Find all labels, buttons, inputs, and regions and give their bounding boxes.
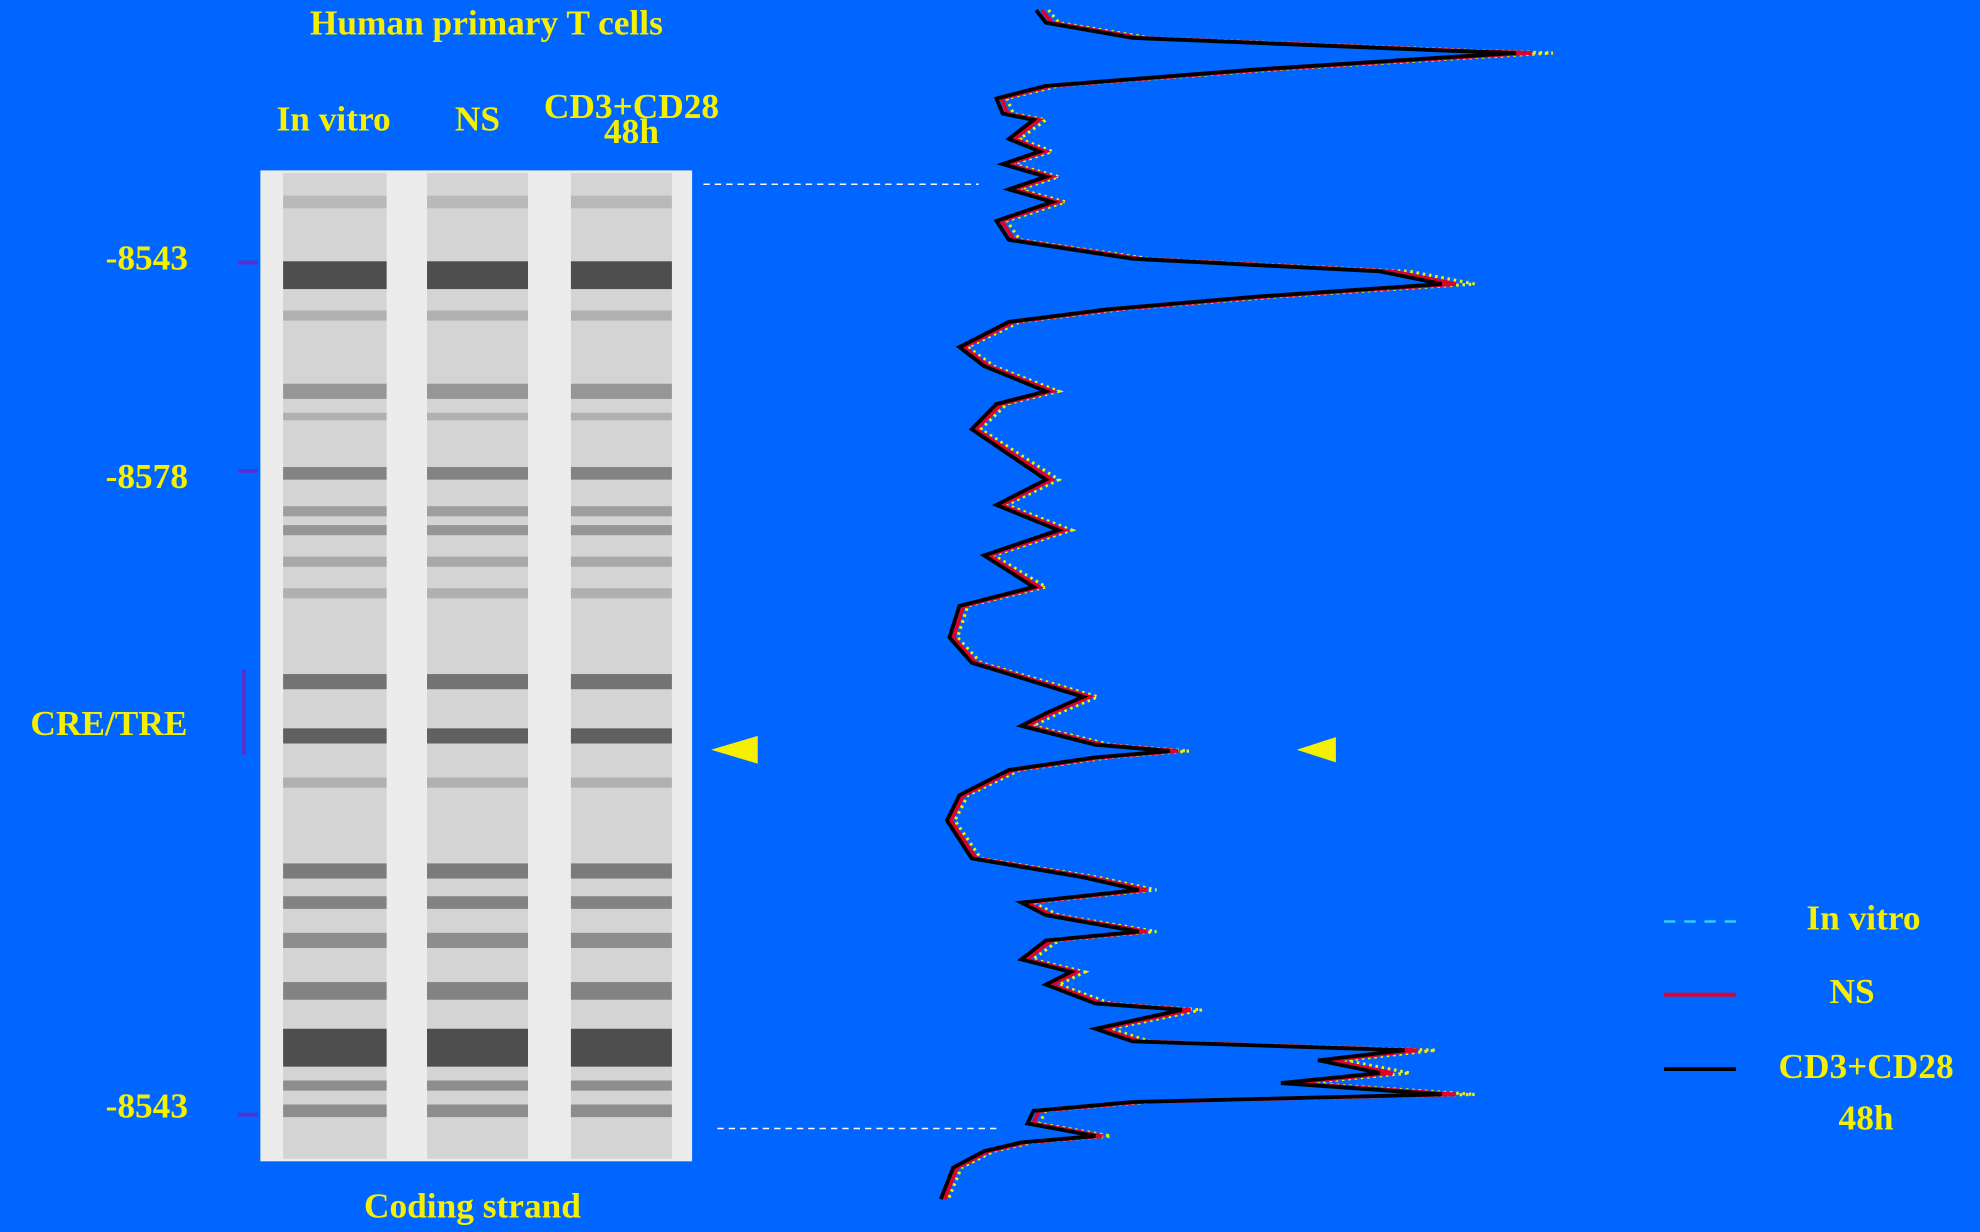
band bbox=[283, 674, 387, 689]
band bbox=[571, 728, 672, 743]
band bbox=[283, 557, 387, 567]
band bbox=[427, 506, 528, 516]
marker: -8543 bbox=[106, 1087, 188, 1126]
band bbox=[283, 896, 387, 909]
band bbox=[283, 261, 387, 289]
band bbox=[283, 982, 387, 1000]
band bbox=[571, 778, 672, 788]
band bbox=[427, 933, 528, 948]
band bbox=[283, 863, 387, 878]
band bbox=[283, 467, 387, 480]
band bbox=[427, 525, 528, 535]
band bbox=[427, 311, 528, 321]
band bbox=[427, 728, 528, 743]
band bbox=[427, 982, 528, 1000]
band bbox=[571, 525, 672, 535]
band bbox=[571, 261, 672, 289]
band bbox=[427, 778, 528, 788]
band bbox=[283, 525, 387, 535]
band bbox=[427, 588, 528, 598]
band bbox=[283, 728, 387, 743]
label: In vitro bbox=[1806, 899, 1920, 938]
band bbox=[283, 506, 387, 516]
band bbox=[571, 557, 672, 567]
marker: -8578 bbox=[106, 457, 188, 496]
band bbox=[427, 261, 528, 289]
band bbox=[571, 196, 672, 209]
band bbox=[283, 413, 387, 421]
band bbox=[427, 896, 528, 909]
lane bbox=[283, 173, 387, 1159]
lane bbox=[427, 173, 528, 1159]
band bbox=[571, 1029, 672, 1067]
lane bbox=[571, 173, 672, 1159]
band bbox=[571, 933, 672, 948]
footer: Coding strand bbox=[364, 1186, 581, 1225]
title: Human primary T cells bbox=[310, 4, 663, 43]
band bbox=[571, 467, 672, 480]
band bbox=[283, 1081, 387, 1091]
label: NS bbox=[455, 100, 500, 139]
band bbox=[283, 1105, 387, 1118]
band bbox=[571, 1105, 672, 1118]
band bbox=[283, 933, 387, 948]
label: In vitro bbox=[277, 100, 391, 139]
band bbox=[427, 413, 528, 421]
band bbox=[427, 557, 528, 567]
band bbox=[427, 674, 528, 689]
band bbox=[571, 896, 672, 909]
band bbox=[571, 384, 672, 399]
marker: CRE/TRE bbox=[30, 704, 187, 743]
marker: -8543 bbox=[106, 238, 188, 277]
band bbox=[571, 863, 672, 878]
band bbox=[571, 1081, 672, 1091]
slide: Human primary T cells In vitro NS CD3+CD28… bbox=[0, 0, 1980, 1232]
band bbox=[571, 413, 672, 421]
label: NS bbox=[1830, 972, 1875, 1011]
band bbox=[571, 506, 672, 516]
band bbox=[571, 674, 672, 689]
band bbox=[283, 311, 387, 321]
band bbox=[427, 1029, 528, 1067]
band bbox=[427, 1081, 528, 1091]
band bbox=[571, 311, 672, 321]
band bbox=[427, 863, 528, 878]
label: CD3+CD28 bbox=[1778, 1047, 1953, 1086]
band bbox=[427, 467, 528, 480]
band bbox=[283, 588, 387, 598]
band bbox=[427, 384, 528, 399]
band bbox=[283, 196, 387, 209]
label: 48h bbox=[1839, 1099, 1894, 1138]
gel-lanes bbox=[283, 173, 672, 1159]
band bbox=[427, 1105, 528, 1118]
band bbox=[571, 588, 672, 598]
label: 48h bbox=[604, 112, 659, 151]
band bbox=[283, 1029, 387, 1067]
band bbox=[283, 778, 387, 788]
band bbox=[571, 982, 672, 1000]
band bbox=[427, 196, 528, 209]
band bbox=[283, 384, 387, 399]
